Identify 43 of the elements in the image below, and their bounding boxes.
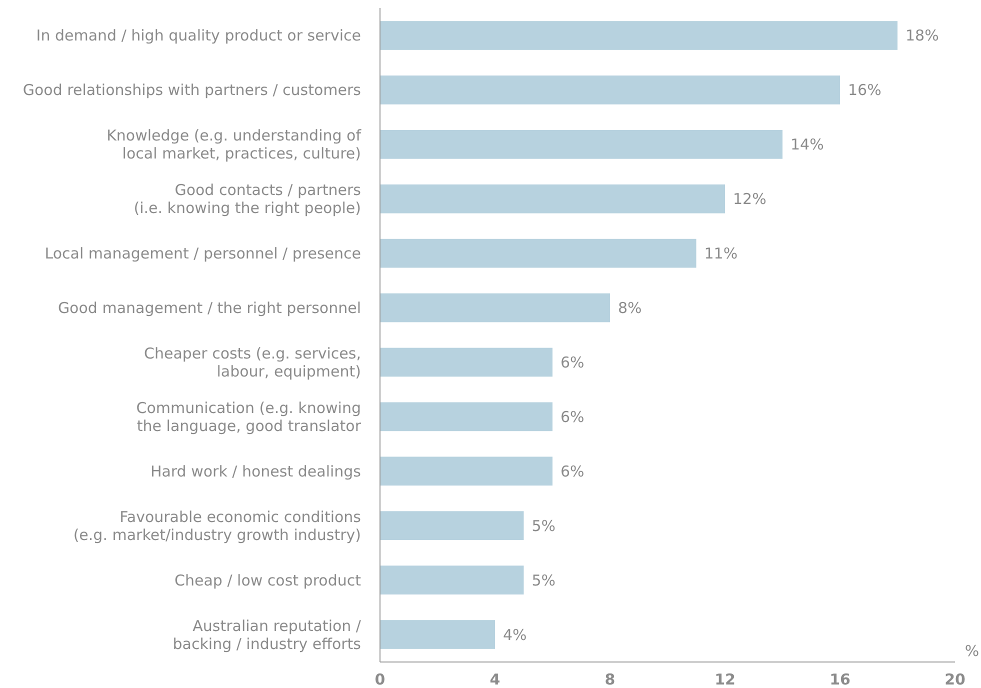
- bar: [380, 293, 610, 322]
- data-label: 8%: [618, 299, 642, 318]
- y-tick-label: In demand / high quality product or service: [36, 26, 361, 45]
- data-label: 14%: [790, 136, 824, 154]
- x-tick-label: 8: [604, 670, 616, 688]
- y-tick-label: Australian reputation / backing / industry efforts: [172, 616, 362, 653]
- y-tick-label: Cheaper costs (e.g. services, labour, equipment): [144, 344, 361, 380]
- data-label: 6%: [560, 353, 584, 372]
- x-tick-label: 4: [490, 670, 500, 688]
- y-tick-label: Good contacts / partners (i.e. knowing the right people): [134, 181, 362, 218]
- bar: [380, 184, 725, 214]
- data-label: 6%: [560, 408, 584, 426]
- data-label: 18%: [906, 26, 939, 45]
- bar: [380, 456, 552, 486]
- y-tick-label: Hard work / honest dealings: [150, 462, 362, 480]
- bar: [380, 130, 782, 159]
- y-tick-label: Local management / personnel / presence: [44, 244, 361, 263]
- data-label: 6%: [560, 462, 584, 480]
- y-tick-label: Good management / the right personnel: [58, 299, 361, 318]
- bar: [380, 566, 524, 594]
- bar: [380, 76, 840, 104]
- data-label: 16%: [848, 81, 882, 100]
- bar: [380, 21, 898, 50]
- data-label: 11%: [704, 244, 738, 263]
- y-tick-label: Good relationships with partners / customers: [22, 81, 362, 100]
- data-label: 5%: [532, 516, 556, 535]
- x-axis-title: %: [964, 642, 980, 660]
- data-label: 4%: [503, 626, 527, 644]
- x-tick-label: 20: [944, 670, 966, 688]
- x-tick-label: 0: [374, 670, 386, 688]
- y-tick-label: Knowledge (e.g. understanding of local market, practices, culture): [106, 126, 362, 163]
- bar: [380, 620, 495, 649]
- y-tick-label: Communication (e.g. knowing the language, good translator: [136, 398, 362, 435]
- y-tick-label: Cheap / low cost product: [174, 571, 362, 590]
- x-tick-label: 16: [830, 670, 850, 688]
- data-label: 12%: [733, 190, 766, 208]
- bar: [380, 348, 552, 377]
- x-tick-label: 12: [714, 670, 736, 688]
- y-tick-label: Favourable economic conditions (e.g. market/industry growth industry): [73, 508, 362, 544]
- data-label: 5%: [532, 571, 556, 590]
- bar: [380, 238, 696, 268]
- bar: [380, 511, 524, 540]
- bar: [380, 402, 552, 432]
